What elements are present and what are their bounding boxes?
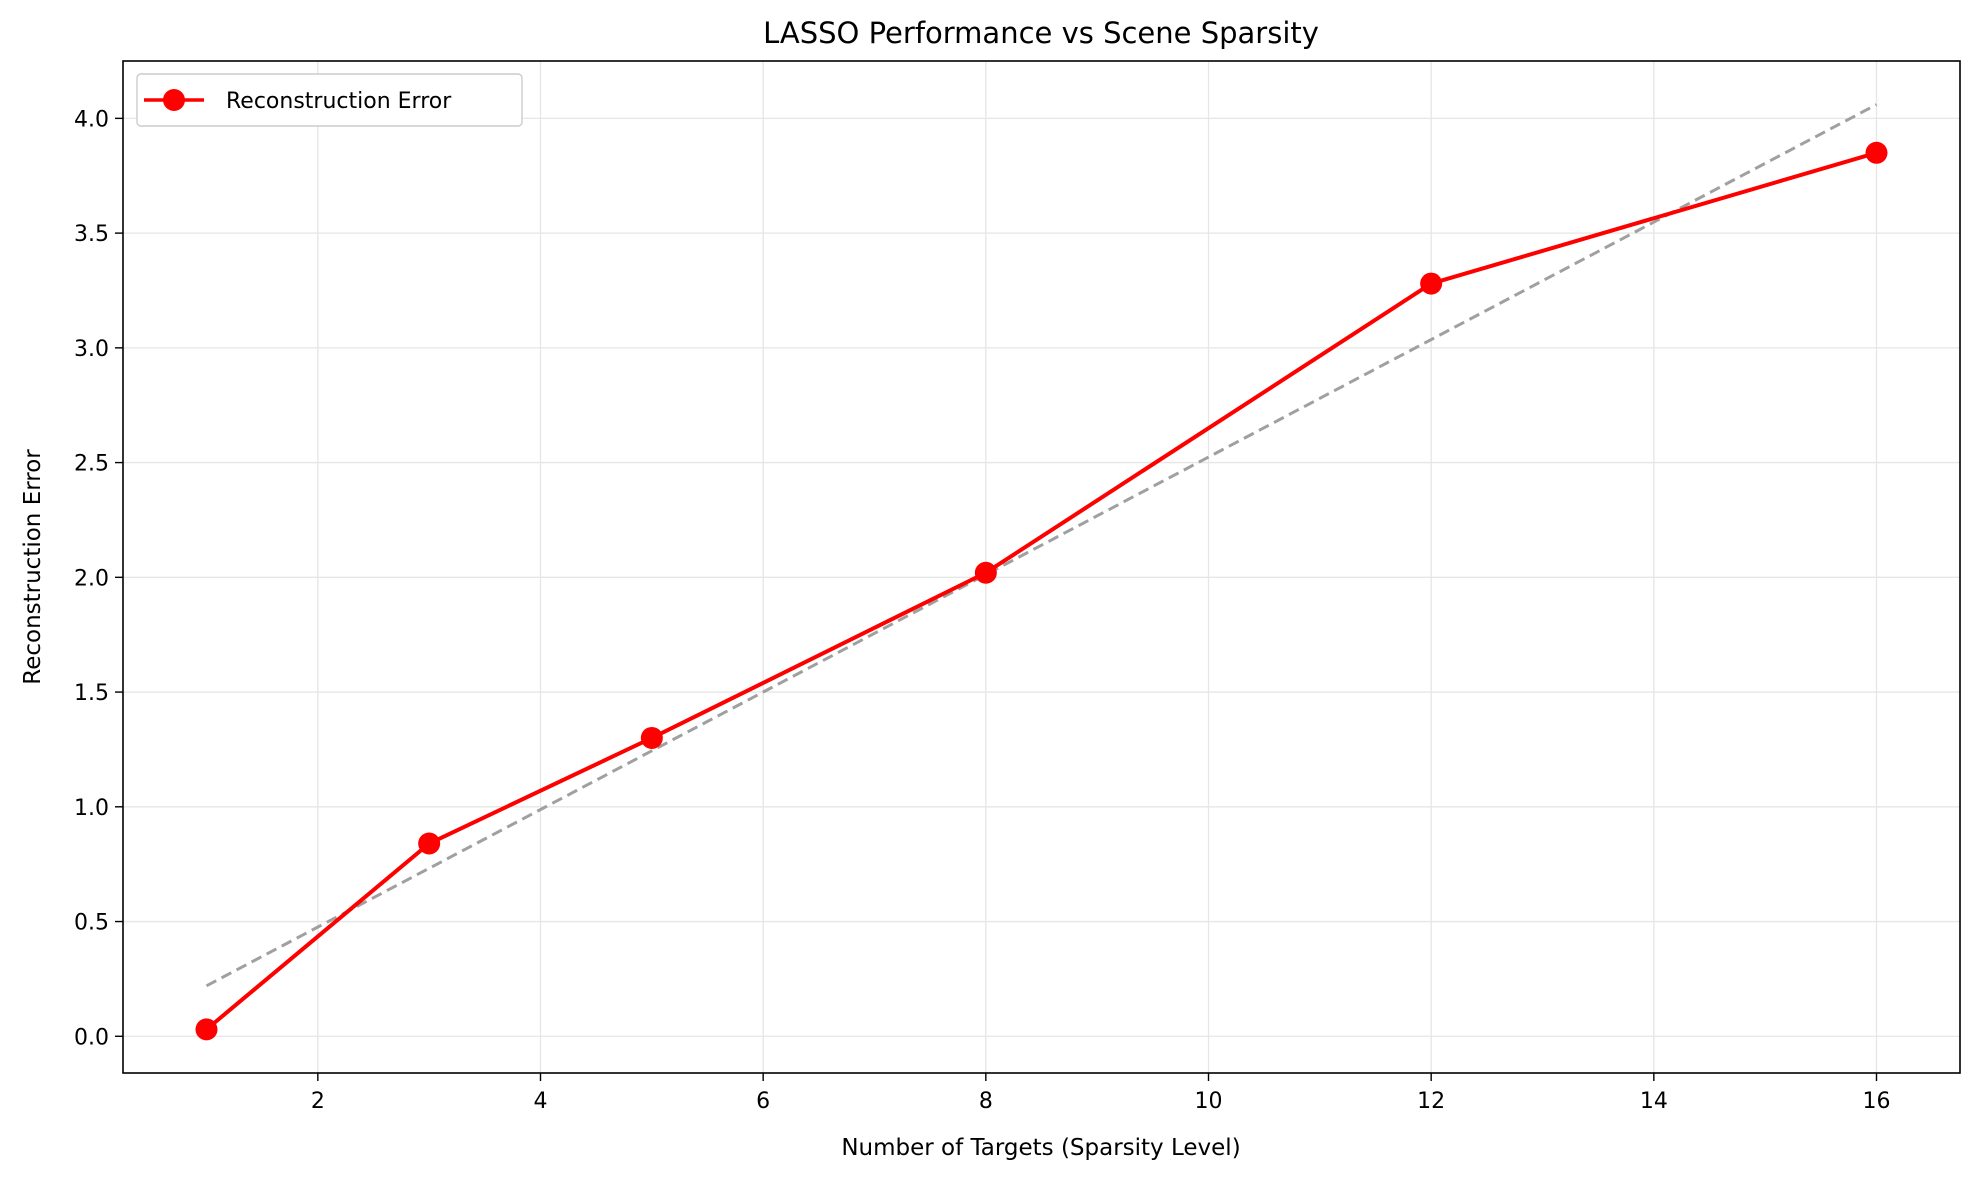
trend-line-group [205, 103, 1878, 988]
legend: Reconstruction Error [136, 73, 523, 127]
data-point [974, 561, 997, 584]
x-axis-ticks: 2 4 6 8 10 12 14 16 [311, 1073, 1891, 1114]
y-axis-label: Reconstruction Error [20, 449, 46, 685]
y-tick-label: 3.5 [74, 222, 109, 247]
y-tick-label: 2.5 [74, 452, 109, 477]
x-tick-label: 4 [534, 1089, 548, 1114]
y-tick-label: 0.0 [74, 1025, 109, 1050]
series-group [195, 141, 1888, 1041]
data-point [1865, 141, 1888, 164]
x-tick-label: 6 [756, 1089, 770, 1114]
y-tick-label: 3.0 [74, 337, 109, 362]
data-point [418, 832, 441, 855]
x-tick-label: 10 [1195, 1089, 1223, 1114]
data-point [1420, 272, 1443, 295]
data-point [195, 1018, 218, 1041]
legend-marker-swatch [163, 89, 185, 111]
plot-area-frame [122, 60, 1961, 1074]
y-tick-label: 0.5 [74, 911, 109, 936]
trend-line [205, 103, 1878, 988]
series-line [205, 150, 1878, 1031]
grid-lines [123, 61, 1960, 1073]
y-tick-label: 2.0 [74, 566, 109, 591]
y-tick-label: 4.0 [74, 107, 109, 132]
y-tick-label: 1.0 [74, 796, 109, 821]
x-tick-label: 16 [1863, 1089, 1891, 1114]
chart-title: LASSO Performance vs Scene Sparsity [763, 16, 1319, 50]
y-axis-ticks: 0.0 0.5 1.0 1.5 2.0 2.5 3.0 3.5 4.0 [74, 107, 123, 1050]
x-axis-label: Number of Targets (Sparsity Level) [841, 1135, 1240, 1161]
legend-box [136, 73, 523, 127]
legend-label: Reconstruction Error [226, 89, 452, 114]
x-tick-label: 14 [1640, 1089, 1668, 1114]
x-tick-label: 8 [979, 1089, 993, 1114]
x-tick-label: 12 [1417, 1089, 1445, 1114]
data-point [640, 726, 663, 749]
y-tick-label: 1.5 [74, 681, 109, 706]
x-tick-label: 2 [311, 1089, 325, 1114]
